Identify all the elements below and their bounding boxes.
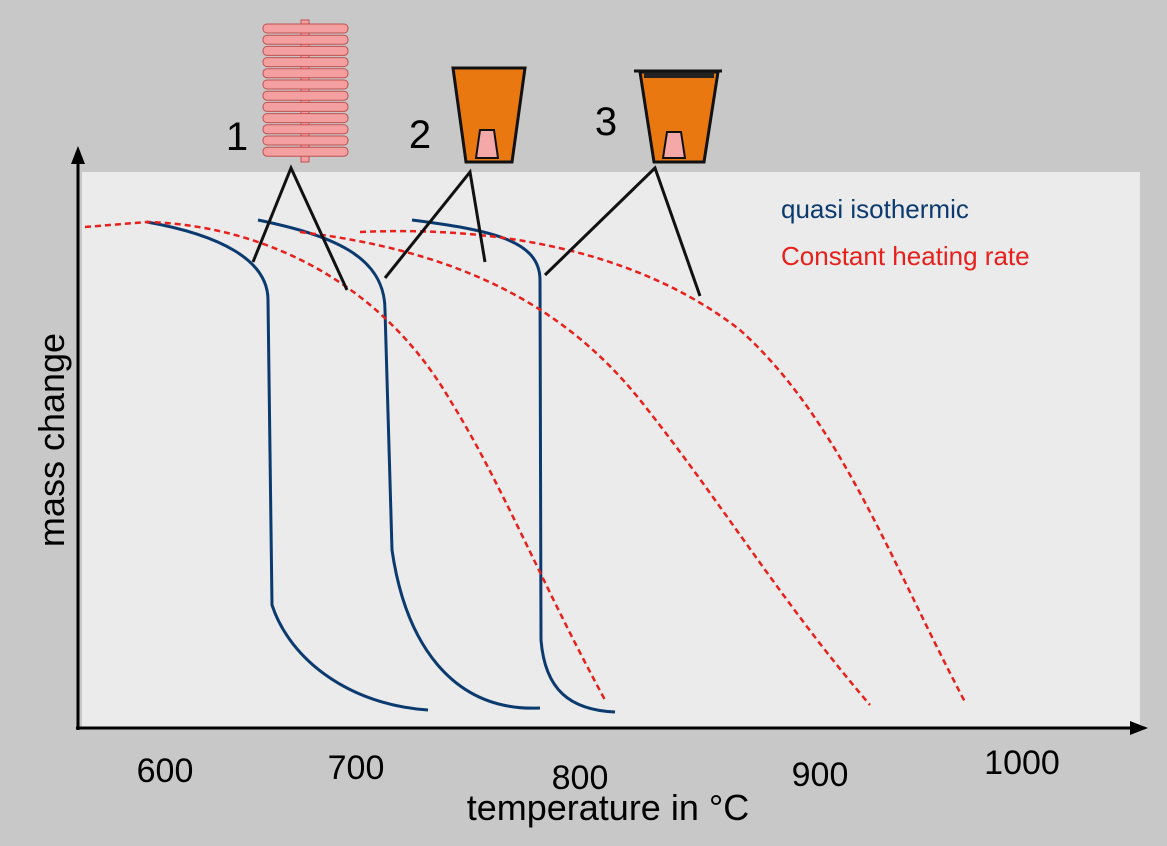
plate — [262, 90, 349, 101]
plate — [262, 79, 349, 90]
plate — [262, 34, 349, 45]
connector-3 — [543, 165, 702, 297]
x-tick-label: 900 — [792, 756, 849, 794]
isothermic-curve-3 — [411, 218, 616, 714]
plate — [262, 146, 349, 157]
plot-area — [82, 172, 1140, 728]
plate — [262, 113, 349, 124]
x-tick-label: 800 — [552, 759, 609, 797]
plate — [262, 23, 349, 34]
sample-label: 1 — [226, 115, 248, 159]
connector-1 — [251, 164, 349, 291]
lidded-crucible-icon — [634, 69, 722, 164]
plate-stack-icon — [262, 19, 349, 163]
x-axis-arrow — [1130, 721, 1148, 735]
plate — [262, 45, 349, 56]
y-axis-label: mass change — [31, 333, 72, 547]
x-tick-label: 700 — [328, 749, 385, 787]
connector-2 — [383, 168, 487, 279]
plate — [262, 124, 349, 135]
plate — [262, 135, 349, 146]
isothermic-curve-1 — [146, 220, 429, 712]
isothermic-curve-2 — [257, 218, 541, 710]
plate — [262, 57, 349, 68]
plate — [262, 68, 349, 79]
legend-entry: quasi isothermic — [781, 194, 969, 224]
x-tick-label: 600 — [137, 752, 194, 790]
heating-curve-1 — [84, 220, 607, 701]
x-tick-label: 1000 — [984, 744, 1060, 782]
sample-label: 3 — [595, 100, 617, 144]
y-axis-arrow — [71, 146, 85, 164]
plate — [262, 101, 349, 112]
x-axis-label: temperature in °C — [467, 787, 750, 828]
legend-entry: Constant heating rate — [781, 241, 1030, 271]
sample-label: 2 — [409, 113, 431, 157]
heating-curve-2 — [299, 230, 871, 706]
open-crucible-icon — [451, 66, 527, 164]
heating-curve-3 — [359, 229, 967, 703]
